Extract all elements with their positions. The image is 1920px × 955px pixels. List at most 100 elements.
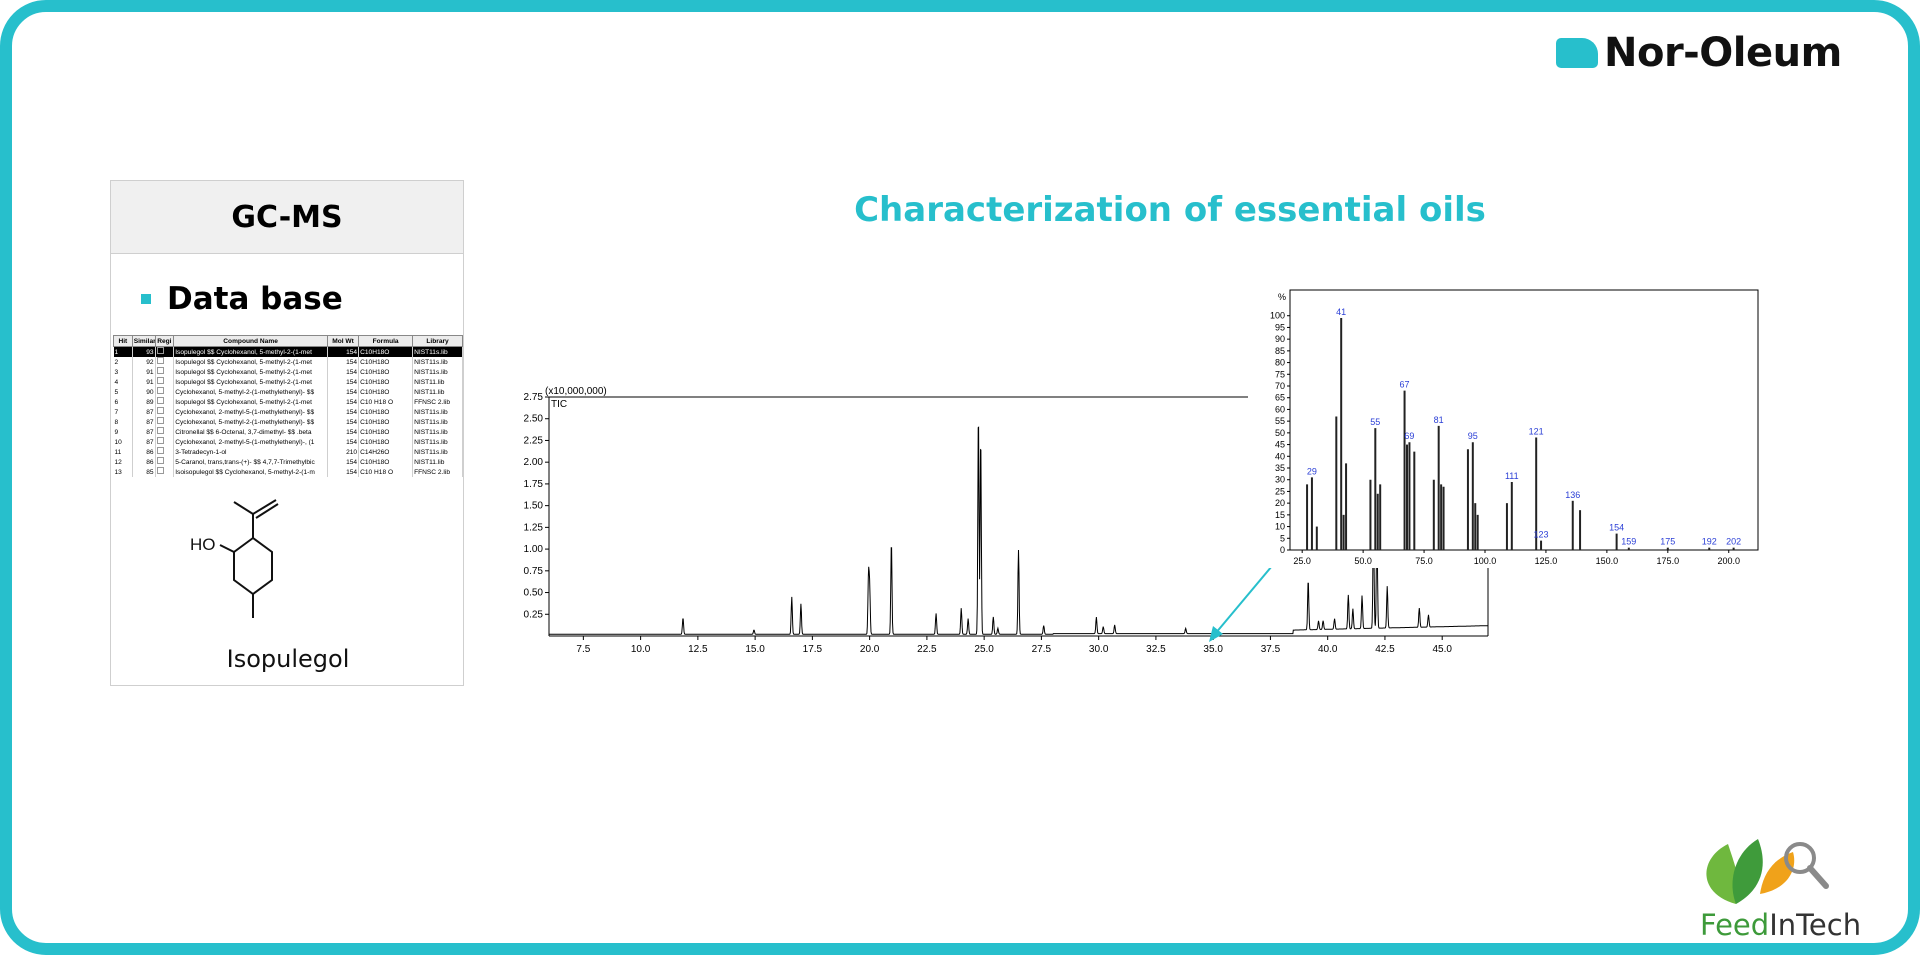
peak-label: 81 — [1434, 415, 1444, 425]
peak-label: 175 — [1660, 537, 1675, 547]
table-cell: C10 H18 O — [358, 467, 414, 477]
table-row[interactable]: 7 87 Cyclohexanol, 2-methyl-5-(1-methyleth… — [113, 407, 463, 417]
y-axis-label: % — [1278, 292, 1286, 302]
reg-checkbox[interactable] — [156, 447, 164, 454]
table-cell: C10H18O — [358, 437, 414, 447]
table-cell: 93 — [132, 346, 156, 357]
reg-checkbox[interactable] — [156, 407, 164, 414]
y-tick-label: 60 — [1275, 404, 1285, 414]
y-tick-label: 100 — [1270, 311, 1285, 321]
y-tick-label: 1.75 — [524, 479, 544, 490]
panel-header: GC-MS — [111, 181, 463, 254]
reg-checkbox[interactable] — [156, 367, 164, 374]
reg-checkbox[interactable] — [156, 417, 164, 424]
column-header-formula[interactable]: Formula — [358, 335, 414, 347]
table-cell: Cyclohexanol, 2-methyl-5-(1-methyletheny… — [173, 407, 328, 417]
table-row[interactable]: 12 86 5-Caranol, trans,trans-(+)- $$ 4,7,7… — [113, 457, 463, 467]
y-tick-label: 85 — [1275, 346, 1285, 356]
table-cell: FFNSC 2.lib — [412, 397, 463, 407]
reg-checkbox[interactable] — [156, 467, 164, 474]
table-cell: 86 — [132, 447, 156, 457]
x-tick-label: 7.5 — [576, 644, 590, 655]
table-row[interactable]: 13 85 Isoisopulegol $$ Cyclohexanol, 5-met… — [113, 467, 463, 477]
y-tick-label: 0 — [1280, 545, 1285, 555]
series-label: TIC — [551, 399, 567, 410]
table-cell: 1 — [113, 346, 133, 357]
reg-checkbox[interactable] — [156, 387, 164, 394]
y-tick-label: 2.25 — [524, 435, 544, 446]
table-cell: Cyclohexanol, 2-methyl-5-(1-methyletheny… — [173, 437, 328, 447]
y-tick-label: 35 — [1275, 463, 1285, 473]
table-row[interactable]: 8 87 Cyclohexanol, 5-methyl-2-(1-methyleth… — [113, 417, 463, 427]
table-cell — [155, 427, 175, 437]
y-tick-label: 25 — [1275, 486, 1285, 496]
feedintech-logo-icon — [1706, 839, 1829, 904]
column-header-hit[interactable]: Hit — [113, 335, 133, 347]
table-cell: 85 — [132, 467, 156, 477]
table-cell: NIST11.lib — [412, 377, 463, 387]
column-header-library[interactable]: Library — [412, 335, 463, 347]
reg-checkbox[interactable] — [156, 397, 164, 404]
x-tick-label: 12.5 — [688, 644, 708, 655]
table-cell: NIST11s.lib — [412, 437, 463, 447]
table-cell: Citronellal $$ 6-Octenal, 3,7-dimethyl- … — [173, 427, 328, 437]
table-cell: 87 — [132, 437, 156, 447]
table-cell: 11 — [113, 447, 133, 457]
table-cell: FFNSC 2.lib — [412, 467, 463, 477]
table-cell: NIST11s.lib — [412, 357, 463, 367]
y-tick-label: 40 — [1275, 451, 1285, 461]
column-header-regi[interactable]: Regi — [154, 335, 175, 347]
y-tick-label: 90 — [1275, 334, 1285, 344]
table-row[interactable]: 3 91 Isopulegol $$ Cyclohexanol, 5-methyl-… — [113, 367, 463, 377]
y-tick-label: 10 — [1275, 522, 1285, 532]
table-cell: 154 — [327, 437, 360, 447]
table-row[interactable]: 11 86 3-Tetradecyn-1-ol 210 C14H26O NIST11s.l… — [113, 447, 463, 457]
table-row[interactable]: 6 89 Isopulegol $$ Cyclohexanol, 5-methyl-… — [113, 397, 463, 407]
reg-checkbox[interactable] — [156, 377, 164, 384]
peak-label: 136 — [1565, 490, 1580, 500]
reg-checkbox[interactable] — [156, 437, 164, 444]
table-row[interactable]: 5 90 Cyclohexanol, 5-methyl-2-(1-methyleth… — [113, 387, 463, 397]
peak-label: 121 — [1529, 427, 1544, 437]
column-header-mol-wt[interactable]: Mol Wt — [326, 335, 360, 347]
y-tick-label: 70 — [1275, 381, 1285, 391]
table-row[interactable]: 10 87 Cyclohexanol, 2-methyl-5-(1-methylet… — [113, 437, 463, 447]
nor-oleum-logo-icon — [1556, 38, 1598, 68]
reg-checkbox[interactable] — [156, 457, 164, 464]
x-tick-label: 25.0 — [974, 644, 994, 655]
mass-spectrum: %051015202530354045505560657075808590951… — [1248, 288, 1768, 568]
table-cell: C10H18O — [358, 377, 414, 387]
y-tick-label: 80 — [1275, 358, 1285, 368]
table-row[interactable]: 9 87 Citronellal $$ 6-Octenal, 3,7-dimethy… — [113, 427, 463, 437]
column-header-similar[interactable]: Similar — [131, 335, 156, 347]
peak-label: 154 — [1609, 523, 1624, 533]
table-cell — [155, 467, 175, 477]
gcms-panel: GC-MS Data base Hit Similar Regi Compound N… — [110, 180, 464, 686]
column-header-compound-name[interactable]: Compound Name — [173, 335, 328, 347]
table-cell: 154 — [327, 367, 360, 377]
slide-title: Characterization of essential oils — [854, 190, 1486, 230]
reg-checkbox[interactable] — [156, 427, 164, 434]
x-tick-label: 175.0 — [1657, 556, 1680, 566]
table-cell: Cyclohexanol, 5-methyl-2-(1-methyletheny… — [173, 387, 328, 397]
y-tick-label: 95 — [1275, 322, 1285, 332]
table-cell: 154 — [327, 346, 360, 357]
table-cell: 86 — [132, 457, 156, 467]
y-tick-label: 45 — [1275, 440, 1285, 450]
reg-checkbox[interactable] — [156, 357, 164, 364]
reg-checkbox[interactable] — [156, 347, 164, 354]
y-tick-label: 55 — [1275, 416, 1285, 426]
table-cell: C10H18O — [358, 457, 414, 467]
table-cell: 8 — [113, 417, 133, 427]
bullet-text: Data base — [167, 281, 343, 317]
table-row[interactable]: 2 92 Isopulegol $$ Cyclohexanol, 5-methyl-… — [113, 357, 463, 367]
table-cell: 91 — [132, 367, 156, 377]
y-tick-label: 50 — [1275, 428, 1285, 438]
table-cell: NIST11.lib — [412, 387, 463, 397]
table-row[interactable]: 1 93 Isopulegol $$ Cyclohexanol, 5-methyl-… — [113, 346, 463, 357]
y-tick-label: 75 — [1275, 369, 1285, 379]
peak-label: 202 — [1726, 537, 1741, 547]
peak-label: 41 — [1336, 307, 1346, 317]
table-row[interactable]: 4 91 Isopulegol $$ Cyclohexanol, 5-methyl-… — [113, 377, 463, 387]
table-cell: 90 — [132, 387, 156, 397]
